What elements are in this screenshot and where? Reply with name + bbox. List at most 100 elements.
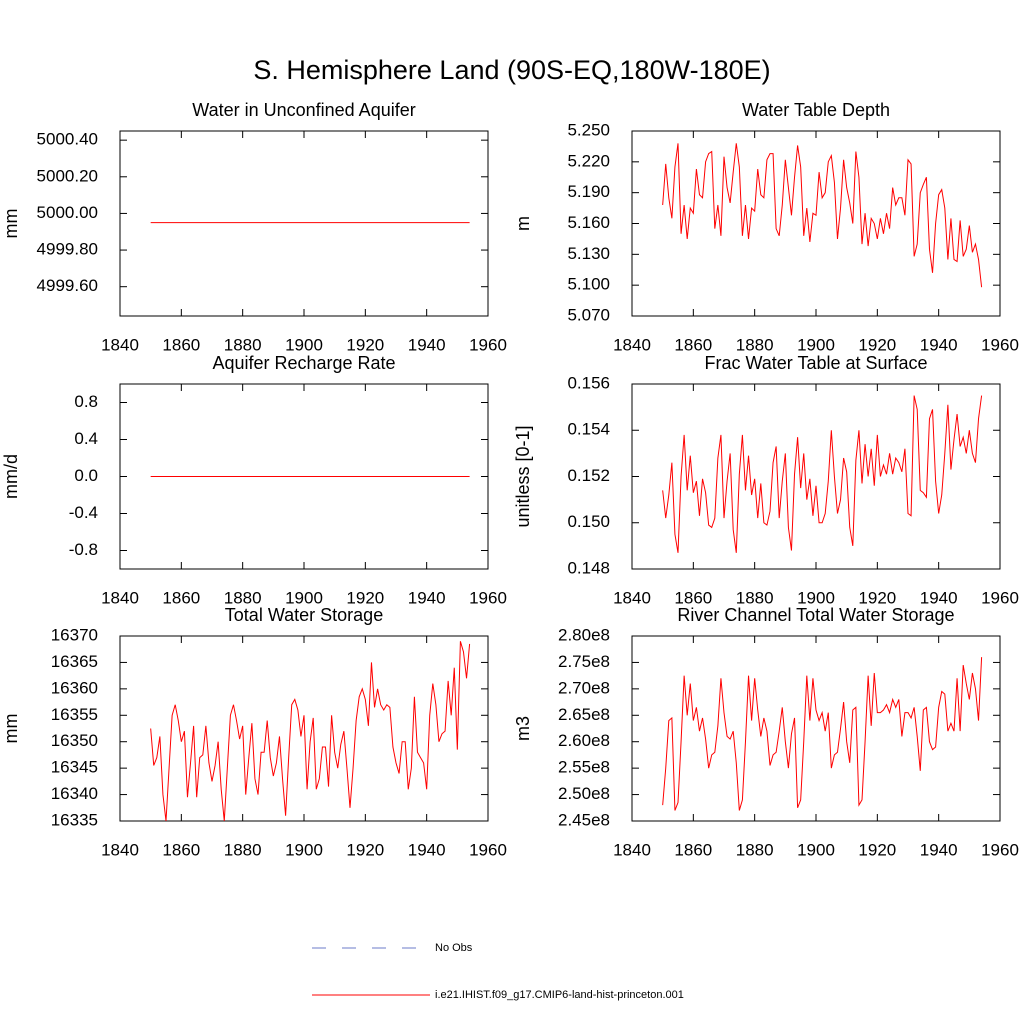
y-tick-label: 16365 — [51, 652, 98, 671]
x-tick-label: 1920 — [346, 840, 384, 859]
y-tick-label: 0.0 — [74, 466, 98, 485]
panel: River Channel Total Water Storage m3 1840 1… — [513, 605, 1019, 860]
x-tick-label: 1880 — [224, 588, 262, 607]
x-tick-label: 1940 — [408, 840, 446, 859]
panel-title: Water in Unconfined Aquifer — [192, 100, 415, 120]
y-tick-label: 5.220 — [567, 151, 610, 170]
y-tick-label: 2.80e8 — [558, 625, 610, 644]
y-tick-label: 0.152 — [567, 466, 610, 485]
plot-frame — [631, 635, 1001, 822]
y-tick-label: 4999.60 — [37, 276, 98, 295]
y-tick-label: 16340 — [51, 784, 98, 803]
y-axis-label: m — [513, 216, 533, 231]
x-tick-label: 1940 — [408, 335, 446, 354]
y-axis-label: mm — [1, 209, 21, 239]
y-tick-label: 5.160 — [567, 213, 610, 232]
y-axis-label: unitless [0-1] — [513, 425, 533, 527]
data-line — [150, 641, 471, 822]
x-tick-label: 1920 — [346, 335, 384, 354]
y-tick-label: -0.8 — [69, 540, 98, 559]
y-tick-label: 16335 — [51, 810, 98, 829]
y-tick-label: 0.150 — [567, 512, 610, 531]
plot-frame — [119, 635, 489, 822]
panel: Frac Water Table at Surface unitless [0-1… — [513, 353, 1019, 608]
y-tick-label: 5.100 — [567, 275, 610, 294]
plot-frame — [631, 130, 1001, 317]
x-tick-label: 1860 — [162, 588, 200, 607]
data-line — [662, 657, 983, 811]
y-axis-label: m3 — [513, 716, 533, 741]
x-tick-label: 1900 — [797, 588, 835, 607]
data-line — [662, 143, 983, 288]
panel: Aquifer Recharge Rate mm/d 1840 1860 1880 190… — [1, 353, 507, 608]
legend-label: i.e21.IHIST.f09_g17.CMIP6-land-hist-prin… — [435, 989, 684, 1001]
y-tick-label: 0.156 — [567, 373, 610, 392]
x-tick-label: 1920 — [858, 335, 896, 354]
data-line — [662, 395, 983, 553]
y-tick-label: 0.4 — [74, 429, 98, 448]
panel: Water in Unconfined Aquifer mm 1840 1860 188… — [1, 100, 507, 355]
x-tick-label: 1900 — [797, 335, 835, 354]
x-tick-label: 1840 — [101, 335, 139, 354]
x-tick-label: 1860 — [162, 335, 200, 354]
y-tick-label: 2.70e8 — [558, 678, 610, 697]
x-tick-label: 1880 — [736, 588, 774, 607]
panel-title: Water Table Depth — [742, 100, 890, 120]
x-tick-label: 1880 — [224, 335, 262, 354]
y-axis-label: mm — [1, 714, 21, 744]
x-tick-label: 1840 — [613, 335, 651, 354]
x-tick-label: 1860 — [162, 840, 200, 859]
y-tick-label: 5000.20 — [37, 166, 98, 185]
x-tick-label: 1880 — [736, 335, 774, 354]
y-tick-label: 16370 — [51, 625, 98, 644]
y-tick-label: 16360 — [51, 678, 98, 697]
panel: Total Water Storage mm 1840 1860 1880 1900 192… — [1, 605, 507, 860]
x-tick-label: 1880 — [224, 840, 262, 859]
x-tick-label: 1960 — [981, 840, 1019, 859]
x-tick-label: 1940 — [408, 588, 446, 607]
y-tick-label: 16350 — [51, 731, 98, 750]
x-tick-label: 1880 — [736, 840, 774, 859]
legend-label: No Obs — [435, 942, 473, 954]
y-tick-label: 5.190 — [567, 182, 610, 201]
x-tick-label: 1860 — [674, 840, 712, 859]
figure-title: S. Hemisphere Land (90S-EQ,180W-180E) — [253, 55, 770, 85]
x-tick-label: 1920 — [858, 588, 896, 607]
x-tick-label: 1900 — [797, 840, 835, 859]
x-tick-label: 1840 — [613, 840, 651, 859]
plot-frame — [631, 383, 1001, 570]
panel: Water Table Depth m 1840 1860 1880 1900 1920 19… — [513, 100, 1019, 355]
y-tick-label: -0.4 — [69, 503, 98, 522]
y-tick-label: 2.75e8 — [558, 652, 610, 671]
y-tick-label: 0.154 — [567, 420, 610, 439]
y-tick-label: 5.070 — [567, 305, 610, 324]
y-tick-label: 0.148 — [567, 558, 610, 577]
x-tick-label: 1920 — [346, 588, 384, 607]
x-tick-label: 1940 — [920, 840, 958, 859]
y-tick-label: 16345 — [51, 758, 98, 777]
x-tick-label: 1920 — [858, 840, 896, 859]
x-tick-label: 1960 — [469, 588, 507, 607]
y-tick-label: 0.8 — [74, 392, 98, 411]
x-tick-label: 1900 — [285, 840, 323, 859]
x-tick-label: 1940 — [920, 335, 958, 354]
y-tick-label: 5000.40 — [37, 130, 98, 149]
y-tick-label: 5.250 — [567, 120, 610, 139]
panel-title: Total Water Storage — [225, 605, 383, 625]
y-tick-label: 2.55e8 — [558, 758, 610, 777]
x-tick-label: 1960 — [469, 335, 507, 354]
x-tick-label: 1960 — [981, 335, 1019, 354]
panel-title: Aquifer Recharge Rate — [212, 353, 395, 373]
x-tick-label: 1940 — [920, 588, 958, 607]
x-tick-label: 1840 — [613, 588, 651, 607]
y-axis-label: mm/d — [1, 454, 21, 499]
x-tick-label: 1860 — [674, 335, 712, 354]
y-tick-label: 5.130 — [567, 244, 610, 263]
x-tick-label: 1960 — [981, 588, 1019, 607]
y-tick-label: 2.50e8 — [558, 784, 610, 803]
x-tick-label: 1840 — [101, 588, 139, 607]
x-tick-label: 1900 — [285, 335, 323, 354]
x-tick-label: 1860 — [674, 588, 712, 607]
